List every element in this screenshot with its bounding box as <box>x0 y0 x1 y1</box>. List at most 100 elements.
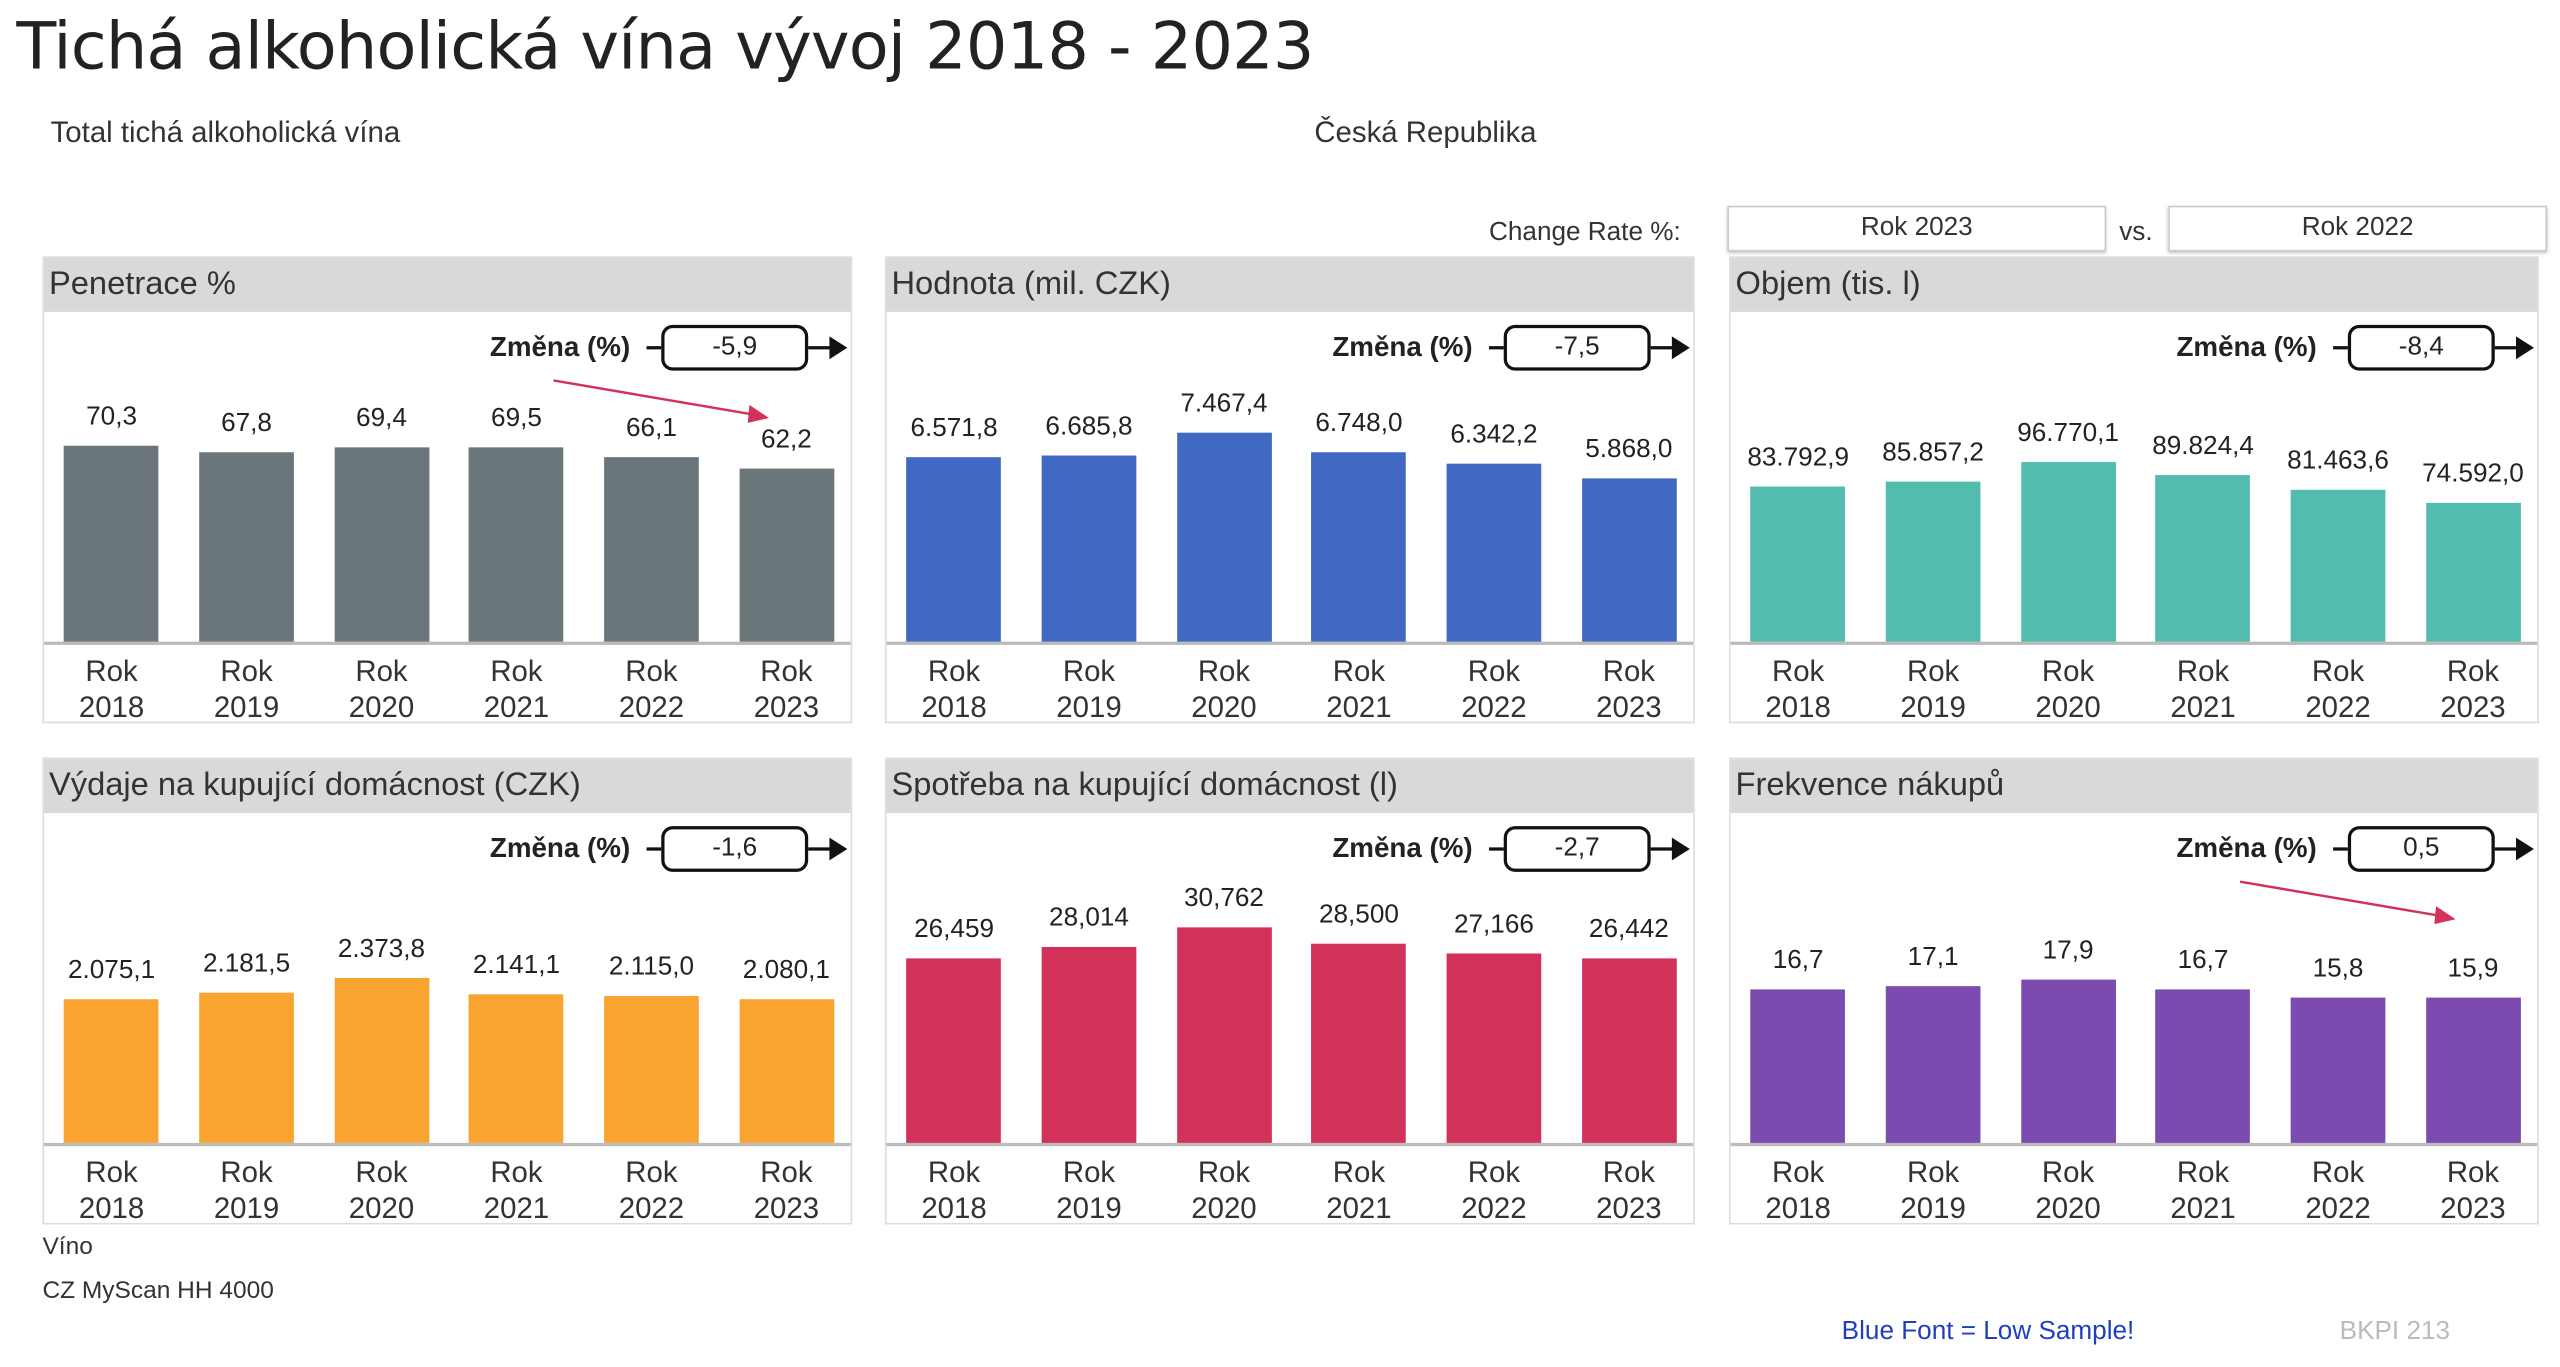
tick-word: Rok <box>2311 1155 2365 1189</box>
tick-word: Rok <box>2041 654 2095 688</box>
bar <box>2425 997 2521 1143</box>
x-tick-label: Rok 2023 <box>721 653 852 725</box>
change-label: Změna (%) <box>489 331 631 363</box>
tick-year: 2020 <box>348 690 415 724</box>
data-label: 16,7 <box>1772 947 1824 976</box>
change-indicator: Změna (%) -2,7 <box>1332 826 1690 872</box>
x-tick-label: Rok 2021 <box>451 653 582 725</box>
data-label: 85.857,2 <box>1882 439 1984 468</box>
tick-word: Rok <box>1602 654 1655 688</box>
tick-year: 2018 <box>921 1191 987 1225</box>
x-tick-label: Rok 2023 <box>2408 653 2539 725</box>
x-tick-label: Rok 2018 <box>889 653 1020 725</box>
data-label: 17,9 <box>2042 936 2094 965</box>
tick-word: Rok <box>760 654 813 688</box>
data-label: 62,2 <box>760 425 812 454</box>
change-indicator: Změna (%) -5,9 <box>489 324 848 371</box>
data-label: 15,9 <box>2447 954 2499 983</box>
data-label: 89.824,4 <box>2152 432 2254 461</box>
bar <box>1581 958 1677 1143</box>
bar <box>1176 927 1272 1143</box>
chart-panel: Frekvence nákupů Změna (%) 0,5 16,7 Rok 2018 1… <box>1729 757 2539 1226</box>
x-tick-label: Rok 2021 <box>2138 1154 2269 1226</box>
change-value: -2,7 <box>1503 826 1651 872</box>
x-tick-label: Rok 2022 <box>1429 653 1560 725</box>
data-label: 28,014 <box>1049 904 1129 933</box>
x-tick-label: Rok 2018 <box>1733 1154 1864 1226</box>
data-label: 2.115,0 <box>608 954 695 982</box>
tick-word: Rok <box>1197 654 1251 688</box>
change-connector <box>646 847 662 851</box>
tick-year: 2021 <box>483 1191 550 1225</box>
bar <box>199 992 294 1143</box>
x-tick-label: Rok 2019 <box>1868 653 1999 725</box>
low-sample-note: Blue Font = Low Sample! <box>1841 1317 2135 1346</box>
data-label: 6.685,8 <box>1045 412 1133 441</box>
tick-word: Rok <box>1602 1155 1655 1189</box>
x-axis-line <box>44 1142 851 1147</box>
tick-year: 2020 <box>2035 690 2101 724</box>
chart-panel: Hodnota (mil. CZK) Změna (%) -7,5 6.571,8 Ro… <box>884 256 1695 725</box>
chart-panel: Výdaje na kupující domácnost (CZK) Změna … <box>42 757 853 1226</box>
bar <box>2425 503 2521 642</box>
data-label: 16,7 <box>2177 947 2229 976</box>
bar <box>199 452 294 642</box>
tick-year: 2022 <box>2305 1191 2371 1225</box>
x-tick-label: Rok 2023 <box>1564 653 1695 725</box>
x-tick-label: Rok 2022 <box>1429 1154 1560 1226</box>
change-connector <box>2333 847 2348 851</box>
period-compare-select[interactable]: Rok 2022 <box>2168 205 2548 252</box>
tick-year: 2022 <box>1461 1191 1527 1225</box>
tick-year: 2022 <box>1461 690 1527 724</box>
change-label: Změna (%) <box>2176 832 2317 864</box>
x-axis-line <box>886 641 1694 645</box>
x-tick-label: Rok 2023 <box>2408 1154 2539 1226</box>
chart-panel: Penetrace % Změna (%) -5,9 70,3 Rok 2018 67,8 R… <box>42 256 853 725</box>
market-label: Česká Republika <box>1314 115 1537 149</box>
x-tick-label: Rok 2023 <box>721 1154 852 1226</box>
bar <box>604 996 699 1143</box>
bar <box>2020 978 2116 1143</box>
bar <box>604 456 699 642</box>
x-tick-label: Rok 2021 <box>1294 1154 1425 1226</box>
bar <box>1311 453 1407 642</box>
tick-year: 2022 <box>618 1191 685 1225</box>
data-label: 5.868,0 <box>1585 435 1673 463</box>
report-code: BKPI 213 <box>2339 1317 2451 1346</box>
data-label: 28,500 <box>1318 901 1399 930</box>
page-title: Tichá alkoholická vína vývoj 2018 - 2023 <box>16 9 1314 85</box>
vs-label: vs. <box>2119 218 2153 247</box>
tick-word: Rok <box>490 1155 543 1189</box>
data-label: 26,442 <box>1588 915 1669 944</box>
change-value: 0,5 <box>2347 826 2495 872</box>
chart-panel: Spotřeba na kupující domácnost (l) Změna … <box>884 757 1695 1226</box>
x-tick-label: Rok 2021 <box>451 1154 582 1226</box>
bar <box>64 445 159 642</box>
chart-title: Penetrace % <box>44 257 851 312</box>
x-axis-line <box>886 1142 1694 1147</box>
tick-word: Rok <box>1906 1155 1960 1189</box>
x-tick-label: Rok 2023 <box>1564 1154 1695 1226</box>
tick-year: 2019 <box>213 690 280 724</box>
bar <box>2290 490 2386 642</box>
change-value: -5,9 <box>661 324 809 371</box>
bar <box>2020 462 2116 642</box>
x-tick-label: Rok 2022 <box>586 653 717 725</box>
x-tick-label: Rok 2020 <box>316 1154 447 1226</box>
chart-title: Frekvence nákupů <box>1730 759 2538 814</box>
data-label: 7.467,4 <box>1180 390 1268 419</box>
data-label: 81.463,6 <box>2287 447 2389 476</box>
change-rate-label: Change Rate %: <box>1489 218 1681 247</box>
change-label: Změna (%) <box>2176 331 2317 363</box>
x-tick-label: Rok 2022 <box>586 1154 717 1226</box>
chart-panel: Objem (tis. l) Změna (%) -8,4 83.792,9 Rok 20… <box>1729 256 2539 725</box>
tick-year: 2023 <box>753 1191 820 1225</box>
tick-word: Rok <box>1467 654 1521 688</box>
data-label: 70,3 <box>86 402 137 431</box>
tick-year: 2020 <box>1191 690 1257 724</box>
period-current-select[interactable]: Rok 2023 <box>1727 205 2107 252</box>
bar <box>739 467 834 642</box>
arrow-right-icon <box>808 837 848 861</box>
tick-word: Rok <box>85 654 138 688</box>
tick-word: Rok <box>2176 1155 2230 1189</box>
